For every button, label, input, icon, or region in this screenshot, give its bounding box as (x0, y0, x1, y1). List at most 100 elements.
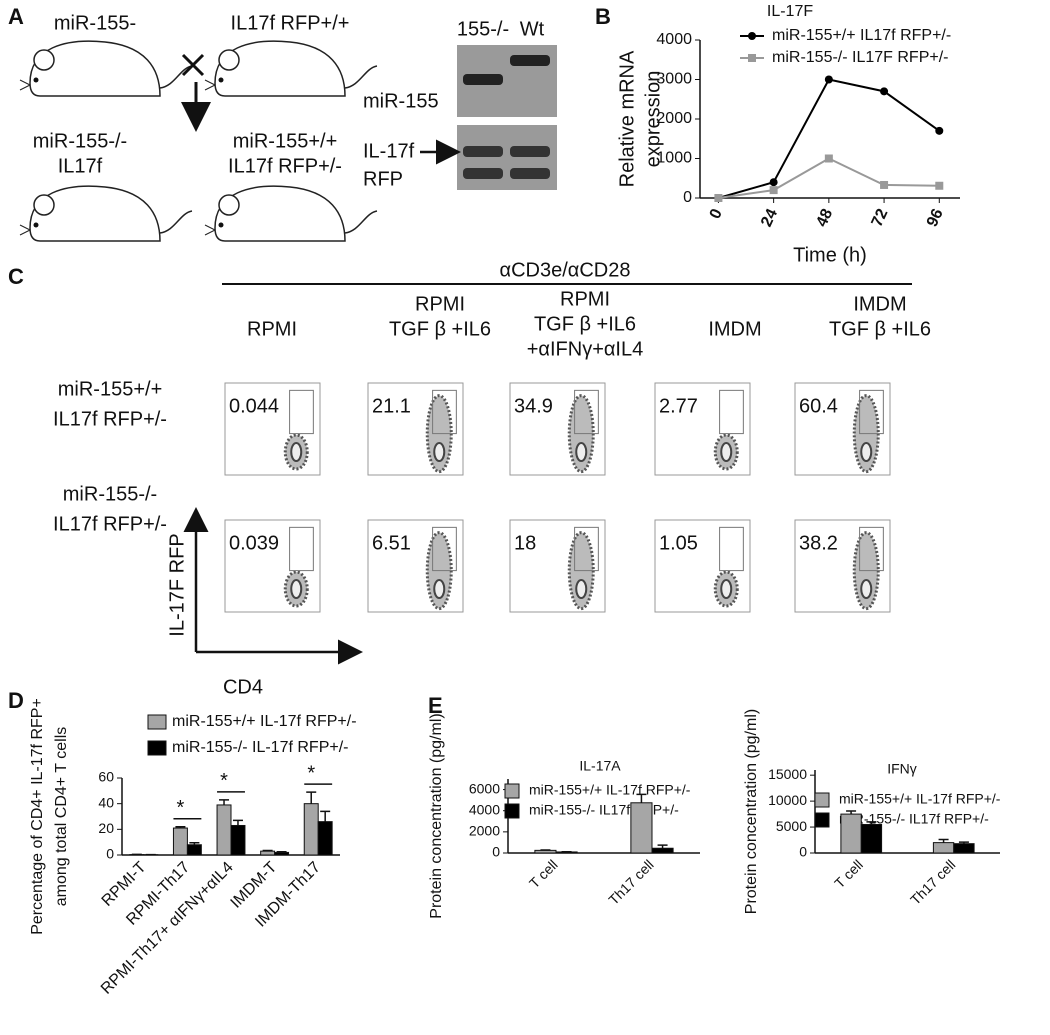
genotype-label: IL17f RFP+/- (53, 408, 167, 430)
mouse-whisker (19, 79, 31, 91)
gate (574, 526, 599, 572)
error-bar (306, 791, 317, 804)
mouse-icon (204, 40, 378, 97)
x-tick-label: 96 (924, 206, 947, 229)
bar (186, 844, 202, 856)
condition-label: IMDM (708, 318, 761, 340)
x-tick-label: 72 (869, 206, 892, 229)
genotype-label: IL17f RFP+/- (53, 513, 167, 535)
gel-lane: Wt (520, 18, 545, 40)
x-tick-label: T cell (526, 856, 561, 891)
bar (230, 824, 246, 856)
panel-letter: D (8, 688, 24, 713)
condition-label: TGF β +IL6 (389, 318, 491, 340)
error-bar (846, 810, 857, 815)
legend-label: miR-155-/- IL17f RFP+/- (529, 802, 679, 818)
gate (432, 389, 457, 435)
cell-core (290, 442, 303, 462)
gate-percentage: 2.77 (659, 395, 698, 417)
panel-letter: A (8, 4, 24, 29)
legend-swatch (147, 714, 167, 730)
mouse-body (214, 40, 346, 97)
legend-label: miR-155+/+ IL17f RFP+/- (772, 27, 951, 44)
mouse-body (29, 185, 161, 242)
gel-band-label: miR-155 (363, 90, 439, 112)
legend-swatch (814, 792, 830, 808)
data-point (824, 154, 833, 163)
legend-label: miR-155+/+ IL-17f RFP+/- (529, 782, 691, 798)
gel-band (463, 74, 503, 85)
bar (260, 850, 276, 856)
data-point (824, 75, 833, 84)
gate (574, 389, 599, 435)
gate (289, 389, 314, 435)
gate (859, 389, 884, 435)
error-bar (636, 793, 647, 803)
strain-label: IL17f (58, 155, 103, 177)
cell-core (720, 442, 733, 462)
y-tick-label: 2000 (469, 823, 500, 839)
gel-band-label: IL-17f (363, 140, 415, 162)
mouse-ear (33, 49, 55, 71)
treatment-label: αCD3e/αCD28 (500, 259, 631, 281)
legend-label: miR-155-/- IL17F RFP+/- (772, 49, 948, 66)
mouse-icon (204, 185, 378, 242)
x-tick-label: Th17 cell (907, 856, 958, 907)
mouse-eye (33, 77, 39, 83)
cell-core (860, 442, 873, 462)
gate-percentage: 60.4 (799, 395, 838, 417)
error-bar (175, 826, 186, 829)
cell-core (720, 579, 733, 599)
bar (172, 827, 188, 856)
y-tick-label: 60 (98, 769, 114, 785)
gate (719, 526, 744, 572)
series-line (718, 157, 940, 199)
error-bar (320, 810, 331, 822)
strain-label: IL17f RFP+/+ (231, 12, 350, 34)
x-tick-label: 48 (813, 206, 836, 229)
condition-label: +αIFNγ+αIL4 (527, 338, 644, 360)
bar (216, 804, 232, 856)
mouse-ear (218, 194, 240, 216)
data-point (769, 178, 778, 187)
strain-label: miR-155-/- (33, 130, 127, 152)
gel-band (510, 146, 550, 157)
gate-percentage: 34.9 (514, 395, 553, 417)
error-bar (219, 799, 230, 805)
condition-label: IMDM (853, 293, 906, 315)
legend-label: miR-155-/- IL17f RFP+/- (839, 811, 989, 827)
gate (432, 526, 457, 572)
y-tick-label: 0 (492, 844, 500, 860)
mouse-tail (344, 65, 378, 89)
condition-label: TGF β +IL6 (829, 318, 931, 340)
error-bar (938, 838, 949, 843)
y-tick-label: 15000 (768, 766, 807, 782)
gel-band-label: RFP (363, 168, 403, 190)
legend-swatch (814, 812, 830, 828)
gate-percentage: 38.2 (799, 532, 838, 554)
data-point (880, 180, 889, 189)
error-bar (276, 851, 287, 853)
data-point (935, 126, 944, 135)
panel-letter: B (595, 4, 611, 29)
gel-lane: 155-/- (457, 18, 509, 40)
mouse-ear (33, 194, 55, 216)
mouse-whisker (204, 79, 216, 91)
y-tick-label: 3000 (656, 71, 692, 88)
cell-core (575, 442, 588, 462)
cross-mark (181, 53, 205, 77)
y-tick-label: 4000 (469, 801, 500, 817)
error-bar (657, 844, 668, 849)
bar (651, 847, 674, 854)
bar (932, 842, 955, 854)
mouse-whisker (204, 224, 216, 236)
gel (457, 125, 557, 190)
y-tick-label: 0 (799, 844, 807, 860)
legend-label: miR-155+/+ IL-17f RFP+/- (839, 791, 1001, 807)
significance-star: * (220, 770, 228, 792)
gate (289, 526, 314, 572)
gate-percentage: 0.044 (229, 395, 279, 417)
y-axis-label: Protein concentration (pg/ml) (743, 709, 760, 914)
gate-percentage: 21.1 (372, 395, 411, 417)
